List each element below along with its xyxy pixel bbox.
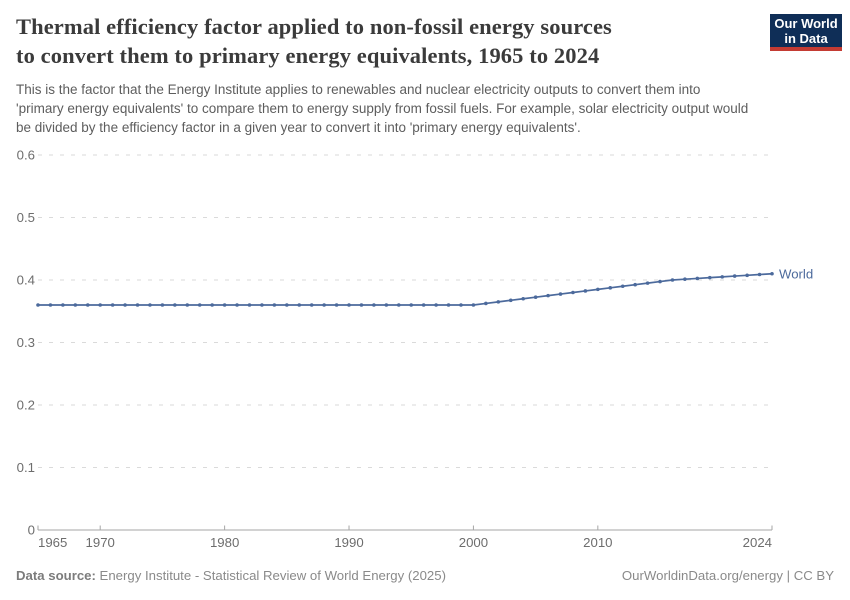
data-point [384,303,389,307]
data-point [235,303,239,307]
data-point [434,303,438,307]
y-tick-label: 0.5 [17,210,35,225]
data-point [633,282,637,287]
data-point [272,303,277,307]
data-point [508,298,513,303]
data-point [123,303,127,307]
data-point [421,303,426,307]
owid-logo-line-2: in Data [784,30,828,46]
data-point [683,277,687,281]
y-tick-label: 0 [28,523,35,538]
data-point [85,303,90,307]
data-point [583,289,588,293]
x-tick-label: 1990 [334,535,363,550]
data-point [558,292,563,296]
data-point [409,303,414,307]
data-point [533,295,538,299]
data-point [546,293,550,298]
data-point [73,303,78,307]
data-point [745,273,749,278]
owid-logo-line-1: Our World [774,15,838,31]
x-tick-label: 1965 [38,535,67,550]
data-point [48,303,53,307]
attribution: OurWorldinData.org/energy | CC BY [621,568,834,583]
y-tick-label: 0.4 [17,273,35,288]
data-point [285,303,289,307]
data-point [707,275,712,280]
data-point [471,303,476,307]
data-point [222,303,227,307]
chart-subtitle-line-2: 'primary energy equivalents' to compare … [16,101,749,116]
data-point [446,303,451,307]
data-point [197,303,202,307]
data-point [732,274,737,278]
data-point [757,272,762,277]
data-point [396,303,401,307]
data-point [160,303,165,307]
chart-title-line-2: to convert them to primary energy equiva… [16,43,600,68]
data-point [645,281,650,285]
data-point [297,303,302,307]
x-tick-label: 1980 [210,535,239,550]
data-point [61,303,65,307]
data-point [210,303,214,307]
data-point [720,275,725,279]
series-end-label: World [779,266,813,281]
data-point [372,303,376,307]
x-tick-label: 2000 [459,535,488,550]
data-point [770,271,774,276]
data-point [608,286,613,290]
data-point [596,287,600,292]
data-point [309,303,314,307]
x-tick-label: 2024 [743,535,772,550]
data-point [359,303,364,307]
chart-title: Thermal efficiency factor applied to non… [16,12,756,70]
data-point [185,303,190,307]
data-point [36,303,40,307]
data-source: Data source: Energy Institute - Statisti… [16,568,446,583]
chart-footer: Data source: Energy Institute - Statisti… [16,568,834,583]
chart-subtitle: This is the factor that the Energy Insti… [16,80,832,137]
data-point [98,303,103,307]
x-tick-label: 1970 [86,535,115,550]
data-point [571,290,575,295]
series-line [37,272,773,306]
chart-plot: 0 0.1 0.2 0.3 0.4 0.5 0.6 1965 1970 1980 1990 2000 2… [17,148,814,551]
data-point [484,301,488,306]
chart-subtitle-line-1: This is the factor that the Energy Insti… [16,82,701,97]
data-point [347,303,351,307]
data-point [148,303,152,307]
x-tick-label: 2010 [583,535,612,550]
data-point [620,284,625,289]
chart-title-line-1: Thermal efficiency factor applied to non… [16,14,612,39]
data-point [496,300,501,304]
data-point [173,303,177,307]
y-tick-label: 0.2 [17,398,35,413]
data-point [459,303,463,307]
y-tick-label: 0.6 [17,148,35,163]
owid-logo: Our World in Data [770,14,842,51]
data-source-label: Data source: [16,568,96,583]
data-point [521,296,525,301]
y-tick-label: 0.3 [17,335,35,350]
data-point [658,279,662,284]
chart-subtitle-line-3: be divided by the efficiency factor in a… [16,120,581,135]
data-point [695,276,700,281]
data-point [135,303,140,307]
data-point [334,303,339,307]
data-point [670,278,675,282]
data-point [260,303,264,307]
data-source-value: Energy Institute - Statistical Review of… [95,568,446,583]
data-point [110,303,115,307]
data-point [247,303,252,307]
y-tick-label: 0.1 [17,460,35,475]
data-point [322,303,326,307]
